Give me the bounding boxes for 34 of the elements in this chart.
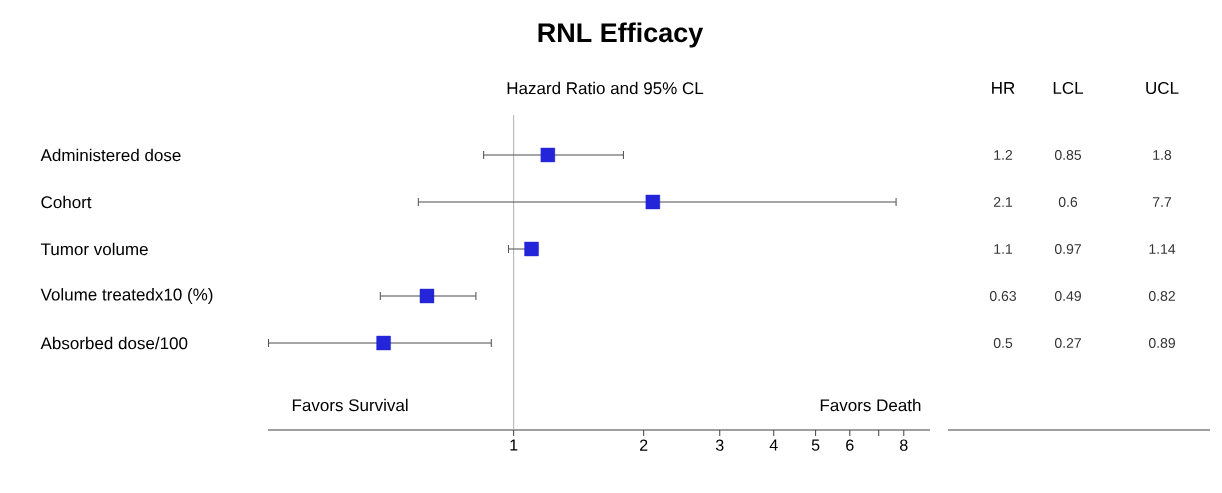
text: 0.49: [1054, 291, 1081, 301]
text: 0.97: [1054, 244, 1081, 254]
data-label: 1.1: [994, 244, 1013, 254]
y-tick-label: Volume treatedx10 (%): [40, 288, 213, 304]
annotation: Favors Survival: [292, 398, 408, 412]
text: UCL: [1146, 81, 1179, 94]
y-tick-label: Tumor volume: [40, 242, 148, 256]
data-label: 1.2: [994, 150, 1013, 160]
x-tick-label: 3: [715, 439, 724, 451]
x-tick-label: 1: [510, 439, 518, 451]
chart-subtitle: Hazard Ratio and 95% CL: [507, 81, 704, 95]
text: 0.85: [1054, 150, 1082, 160]
chart-title: RNL Efficacy: [538, 22, 704, 48]
data-label: 2.1: [993, 197, 1013, 207]
text: 0.89: [1148, 338, 1175, 348]
text: 0.27: [1054, 338, 1081, 348]
x-tick-label: 6: [846, 439, 854, 451]
y-tick-label: Absorbed dose/100: [40, 336, 188, 350]
text: 1.8: [1153, 150, 1172, 160]
text: 7.7: [1153, 197, 1172, 207]
y-tick-label: Cohort: [41, 195, 92, 209]
text: LCL: [1053, 81, 1084, 94]
text: 0.82: [1148, 291, 1175, 301]
text: 0.6: [1058, 197, 1078, 207]
data-label: 0.5: [993, 338, 1013, 348]
data-label: 0.63: [989, 291, 1017, 301]
x-tick-label: 2: [640, 439, 648, 451]
y-tick-label: Administered dose: [40, 148, 181, 162]
text: HR: [992, 82, 1015, 94]
text: 1.14: [1149, 244, 1176, 254]
annotation: Favors Death: [820, 398, 921, 412]
x-tick-label: 4: [769, 439, 778, 451]
x-tick-label: 5: [811, 439, 820, 451]
x-tick-label: 8: [900, 439, 908, 451]
